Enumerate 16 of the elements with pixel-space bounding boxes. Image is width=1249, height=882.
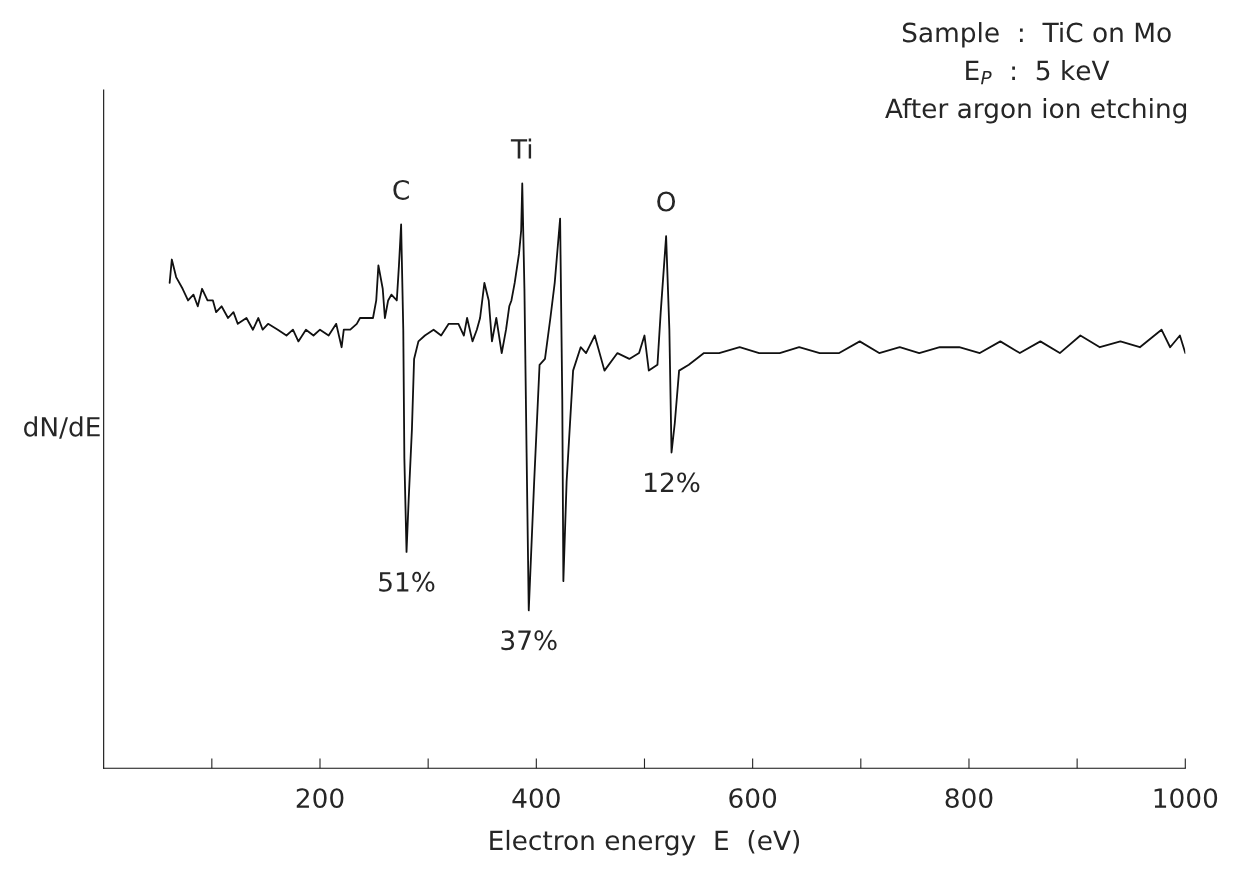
- y-axis-title: dN/dE: [24, 416, 100, 439]
- x-tick-label: 200: [296, 788, 344, 809]
- annotation: 37%: [501, 630, 557, 651]
- x-tick-label: 800: [945, 788, 993, 809]
- text: After argon ion etching: [885, 97, 1187, 124]
- annotation: 51%: [379, 571, 435, 592]
- text: E$_{P}$ : 5 keV: [966, 59, 1110, 85]
- text: Sample : TiC on Mo: [902, 22, 1171, 48]
- x-tick-label: 400: [512, 788, 560, 809]
- x-tick-label: 1000: [1154, 788, 1218, 809]
- x-tick-label: 600: [729, 788, 777, 809]
- annotation: C: [393, 179, 409, 200]
- annotation: O: [657, 191, 676, 212]
- annotation: 12%: [645, 472, 700, 493]
- x-axis-title: Electron energy E (eV): [490, 829, 800, 856]
- annotation: Ti: [510, 138, 532, 159]
